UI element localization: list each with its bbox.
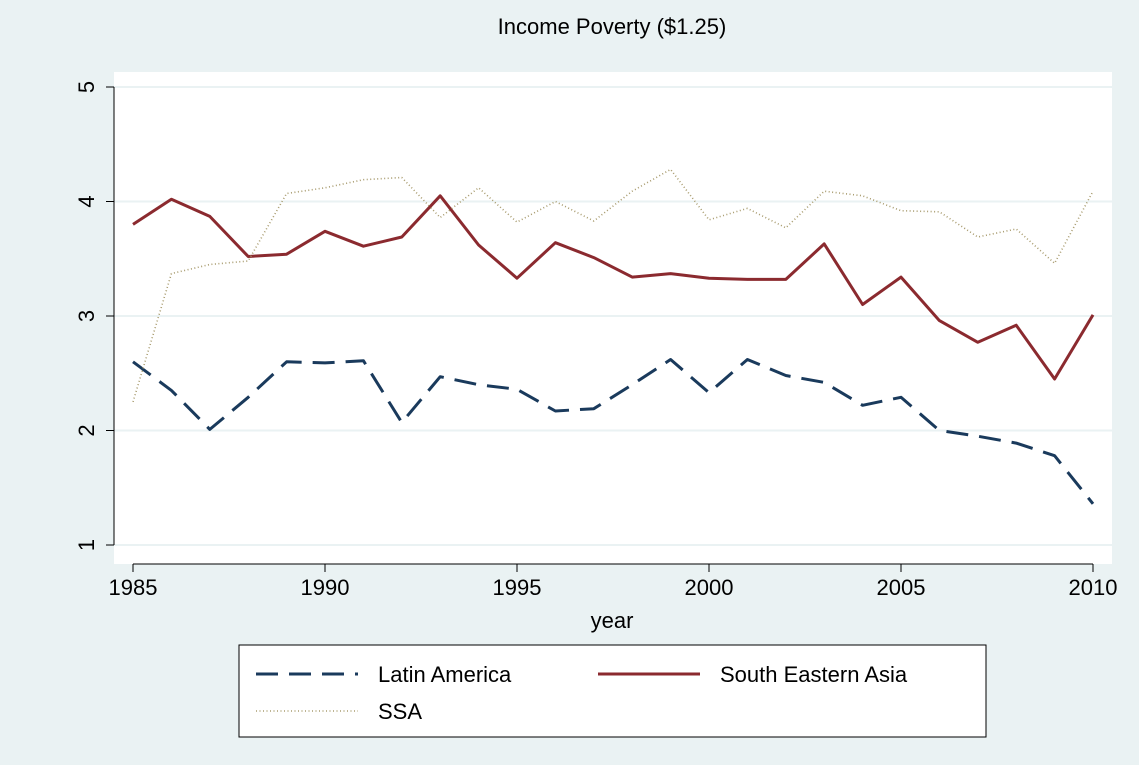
y-tick-label: 5: [74, 81, 99, 93]
plot-area: [114, 72, 1112, 564]
y-tick-label: 4: [74, 195, 99, 207]
legend-label: Latin America: [378, 662, 512, 687]
x-tick-label: 2000: [685, 575, 734, 600]
x-tick-label: 1985: [109, 575, 158, 600]
legend-label: SSA: [378, 699, 422, 724]
x-tick-label: 1990: [301, 575, 350, 600]
legend-box: [238, 644, 987, 738]
legend-label: South Eastern Asia: [720, 662, 908, 687]
series-lines: [132, 168, 1095, 505]
grid-lines: [114, 86, 1112, 546]
x-axis-label: year: [591, 608, 634, 633]
series-line-south-eastern-asia: [132, 194, 1095, 381]
y-tick-label: 1: [74, 539, 99, 551]
series-line-ssa: [132, 168, 1094, 403]
series-line-latin-america: [132, 358, 1095, 505]
x-tick-label: 2010: [1069, 575, 1118, 600]
x-tick-label: 2005: [877, 575, 926, 600]
axes: 1 2 3 4 5 1985 1990 1995 2000 2005 2010: [74, 81, 1118, 600]
chart-title: Income Poverty ($1.25): [498, 14, 727, 39]
y-tick-label: 2: [74, 424, 99, 436]
legend: Latin America South Eastern Asia SSA: [238, 644, 987, 738]
x-tick-label: 1995: [493, 575, 542, 600]
y-tick-label: 3: [74, 310, 99, 322]
